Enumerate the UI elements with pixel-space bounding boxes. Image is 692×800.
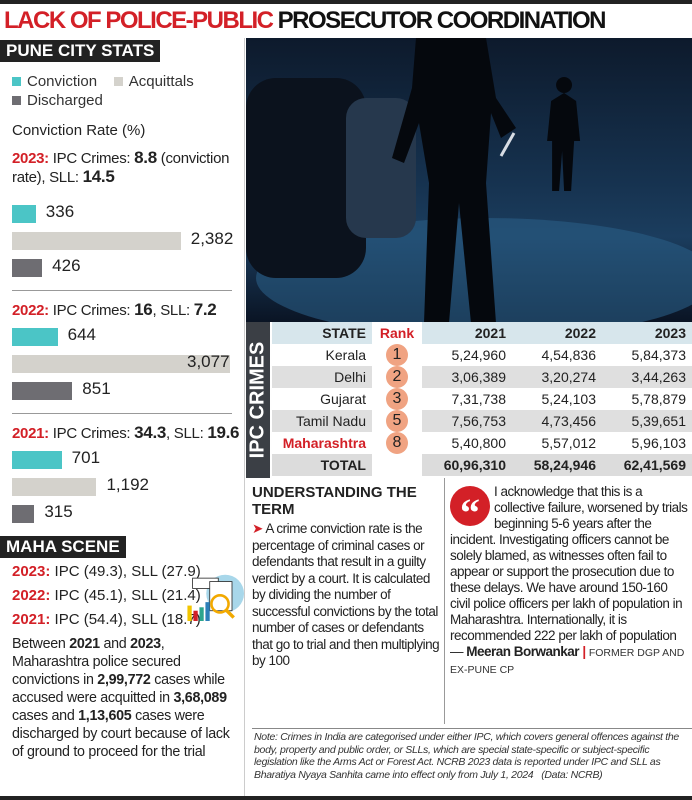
year-rates: 2022: IPC Crimes: 16, SLL: 7.2	[12, 300, 217, 320]
top-rule	[0, 0, 692, 4]
year-group: 2022: IPC Crimes: 16, SLL: 7.2 644 3,077…	[0, 301, 244, 414]
note-divider	[252, 728, 692, 729]
maha-header: MAHA SCENE	[0, 536, 126, 558]
maha-paragraph: Between 2021 and 2023, Maharashtra polic…	[12, 636, 230, 760]
headline-black: PROSECUTOR COORDINATION	[277, 7, 607, 34]
legend-acquittals: Acquittals	[113, 73, 194, 90]
bar-row-discharged: 851	[12, 378, 244, 405]
chart-legend: Conviction Acquittals Discharged	[12, 72, 244, 110]
bar-conviction	[12, 451, 62, 469]
bar-label-discharged: 315	[44, 502, 73, 521]
table-row: Gujarat 3 7,31,738 5,24,103 5,78,879	[272, 388, 692, 410]
bar-row-acquittals: 2,382	[12, 228, 244, 255]
year-group: 2021: IPC Crimes: 34.3, SLL: 19.6 701 1,…	[0, 424, 244, 528]
bar-conviction	[12, 328, 58, 346]
quote-designation: FORMER DGP AND EX-PUNE CP	[450, 647, 685, 676]
bar-row-acquittals: 1,192	[12, 474, 244, 501]
term-body: ➤ A crime conviction rate is the percent…	[252, 521, 440, 668]
quote-icon: “	[450, 486, 490, 535]
bar-row-conviction: 336	[12, 201, 244, 228]
table-total-row: TOTAL 60,96,310 58,24,946 62,41,569	[272, 454, 692, 476]
year-group: 2023: IPC Crimes: 8.8 (conviction rate),…	[0, 149, 244, 291]
column-divider	[444, 478, 445, 724]
legend-conviction: Conviction	[12, 73, 97, 90]
bar-label-conviction: 336	[45, 202, 75, 221]
rate-label: Conviction Rate (%)	[12, 122, 146, 139]
maha-row: 2021: IPC (54.4), SLL (18.7)	[12, 611, 201, 628]
rank-badge: 3	[386, 388, 408, 410]
ipc-crimes-side-label: IPC CRIMES	[246, 322, 270, 478]
bar-label-conviction: 701	[71, 448, 101, 467]
rank-badge: 8	[386, 432, 408, 454]
table-row: Tamil Nadu 5 7,56,753 4,73,456 5,39,651	[272, 410, 692, 432]
understanding-the-term: UNDERSTANDING THE TERM ➤ A crime convict…	[252, 484, 440, 670]
footnote: Note: Crimes in India are categorised un…	[254, 731, 679, 781]
term-heading: UNDERSTANDING THE TERM	[252, 484, 417, 518]
group-divider	[12, 413, 232, 414]
pune-header: PUNE CITY STATS	[0, 40, 161, 62]
maha-row: 2022: IPC (45.1), SLL (21.4)	[12, 587, 201, 604]
bar-discharged	[12, 505, 35, 523]
bar-row-discharged: 315	[12, 501, 244, 528]
bar-row-conviction: 701	[12, 447, 244, 474]
table-row: Maharashtra 8 5,40,800 5,57,012 5,96,103	[272, 432, 692, 454]
bar-label-acquittals: 3,077	[187, 352, 230, 371]
bar-discharged	[12, 259, 43, 277]
bar-label-discharged: 426	[52, 256, 81, 275]
headline: LACK OF POLICE-PUBLIC PROSECUTOR COORDIN…	[4, 6, 690, 38]
year-rates: 2023: IPC Crimes: 8.8 (conviction rate),…	[12, 148, 230, 187]
group-divider	[12, 290, 232, 291]
quote-author: Meeran Borwankar	[466, 644, 580, 659]
headline-red: LACK OF POLICE-PUBLIC	[4, 7, 274, 34]
bar-conviction	[12, 205, 36, 223]
bar-label-conviction: 644	[67, 325, 96, 344]
rank-badge: 1	[386, 344, 408, 366]
quote-block: “ I acknowledge that this is a collectiv…	[450, 484, 688, 676]
quote-text: I acknowledge that this is a collective …	[450, 484, 688, 659]
bar-acquittals	[12, 355, 230, 373]
ipc-crimes-table: IPC CRIMES STATE Rank 2021 2022 2023 Ker…	[246, 322, 692, 478]
bar-label-acquittals: 2,382	[190, 229, 234, 248]
year-rates: 2021: IPC Crimes: 34.3, SLL: 19.6	[12, 423, 240, 443]
rank-badge: 2	[386, 366, 408, 388]
photo-knife-silhouette	[246, 38, 692, 322]
bar-label-acquittals: 1,192	[106, 475, 149, 494]
maha-row: 2023: IPC (49.3), SLL (27.9)	[12, 563, 201, 580]
pune-city-stats-panel: PUNE CITY STATS Conviction Acquittals Di…	[0, 38, 245, 796]
bar-row-acquittals: 3,077	[12, 351, 244, 378]
bar-discharged	[12, 382, 73, 400]
data-source: (Data: NCRB)	[541, 768, 603, 781]
legend-discharged: Discharged	[12, 92, 103, 109]
bottom-rule	[0, 796, 692, 800]
table-row: Kerala 1 5,24,960 4,54,836 5,84,373	[272, 344, 692, 366]
bar-row-discharged: 426	[12, 255, 244, 282]
bar-row-conviction: 644	[12, 324, 244, 351]
table-header-row: STATE Rank 2021 2022 2023	[272, 322, 692, 344]
table-row: Delhi 2 3,06,389 3,20,274 3,44,263	[272, 366, 692, 388]
bar-acquittals	[12, 232, 181, 250]
bar-label-discharged: 851	[82, 379, 111, 398]
report-magnifier-icon	[187, 574, 244, 621]
arrow-bullet-icon: ➤	[252, 521, 263, 536]
rank-badge: 5	[386, 410, 408, 432]
bar-acquittals	[12, 478, 97, 496]
